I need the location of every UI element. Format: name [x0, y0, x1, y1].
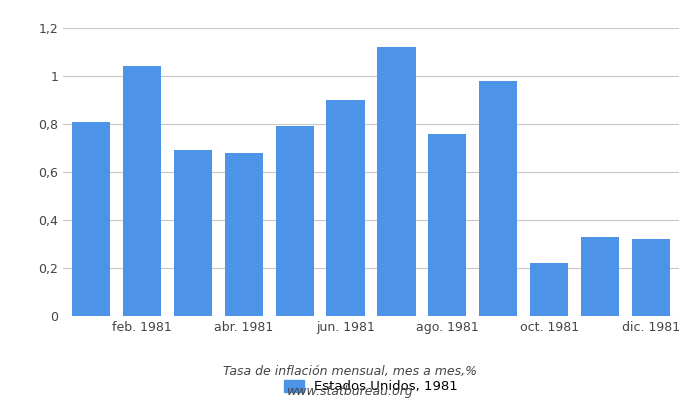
Bar [225, 153, 262, 316]
Bar [428, 134, 466, 316]
Text: www.statbureau.org: www.statbureau.org [287, 386, 413, 398]
Bar [122, 66, 161, 316]
Text: Tasa de inflación mensual, mes a mes,%: Tasa de inflación mensual, mes a mes,% [223, 366, 477, 378]
Bar [72, 122, 110, 316]
Bar [581, 237, 620, 316]
Legend: Estados Unidos, 1981: Estados Unidos, 1981 [279, 374, 463, 398]
Bar [530, 263, 568, 316]
Bar [632, 239, 670, 316]
Bar [377, 47, 416, 316]
Bar [276, 126, 314, 316]
Bar [174, 150, 212, 316]
Bar [480, 81, 517, 316]
Bar [326, 100, 365, 316]
